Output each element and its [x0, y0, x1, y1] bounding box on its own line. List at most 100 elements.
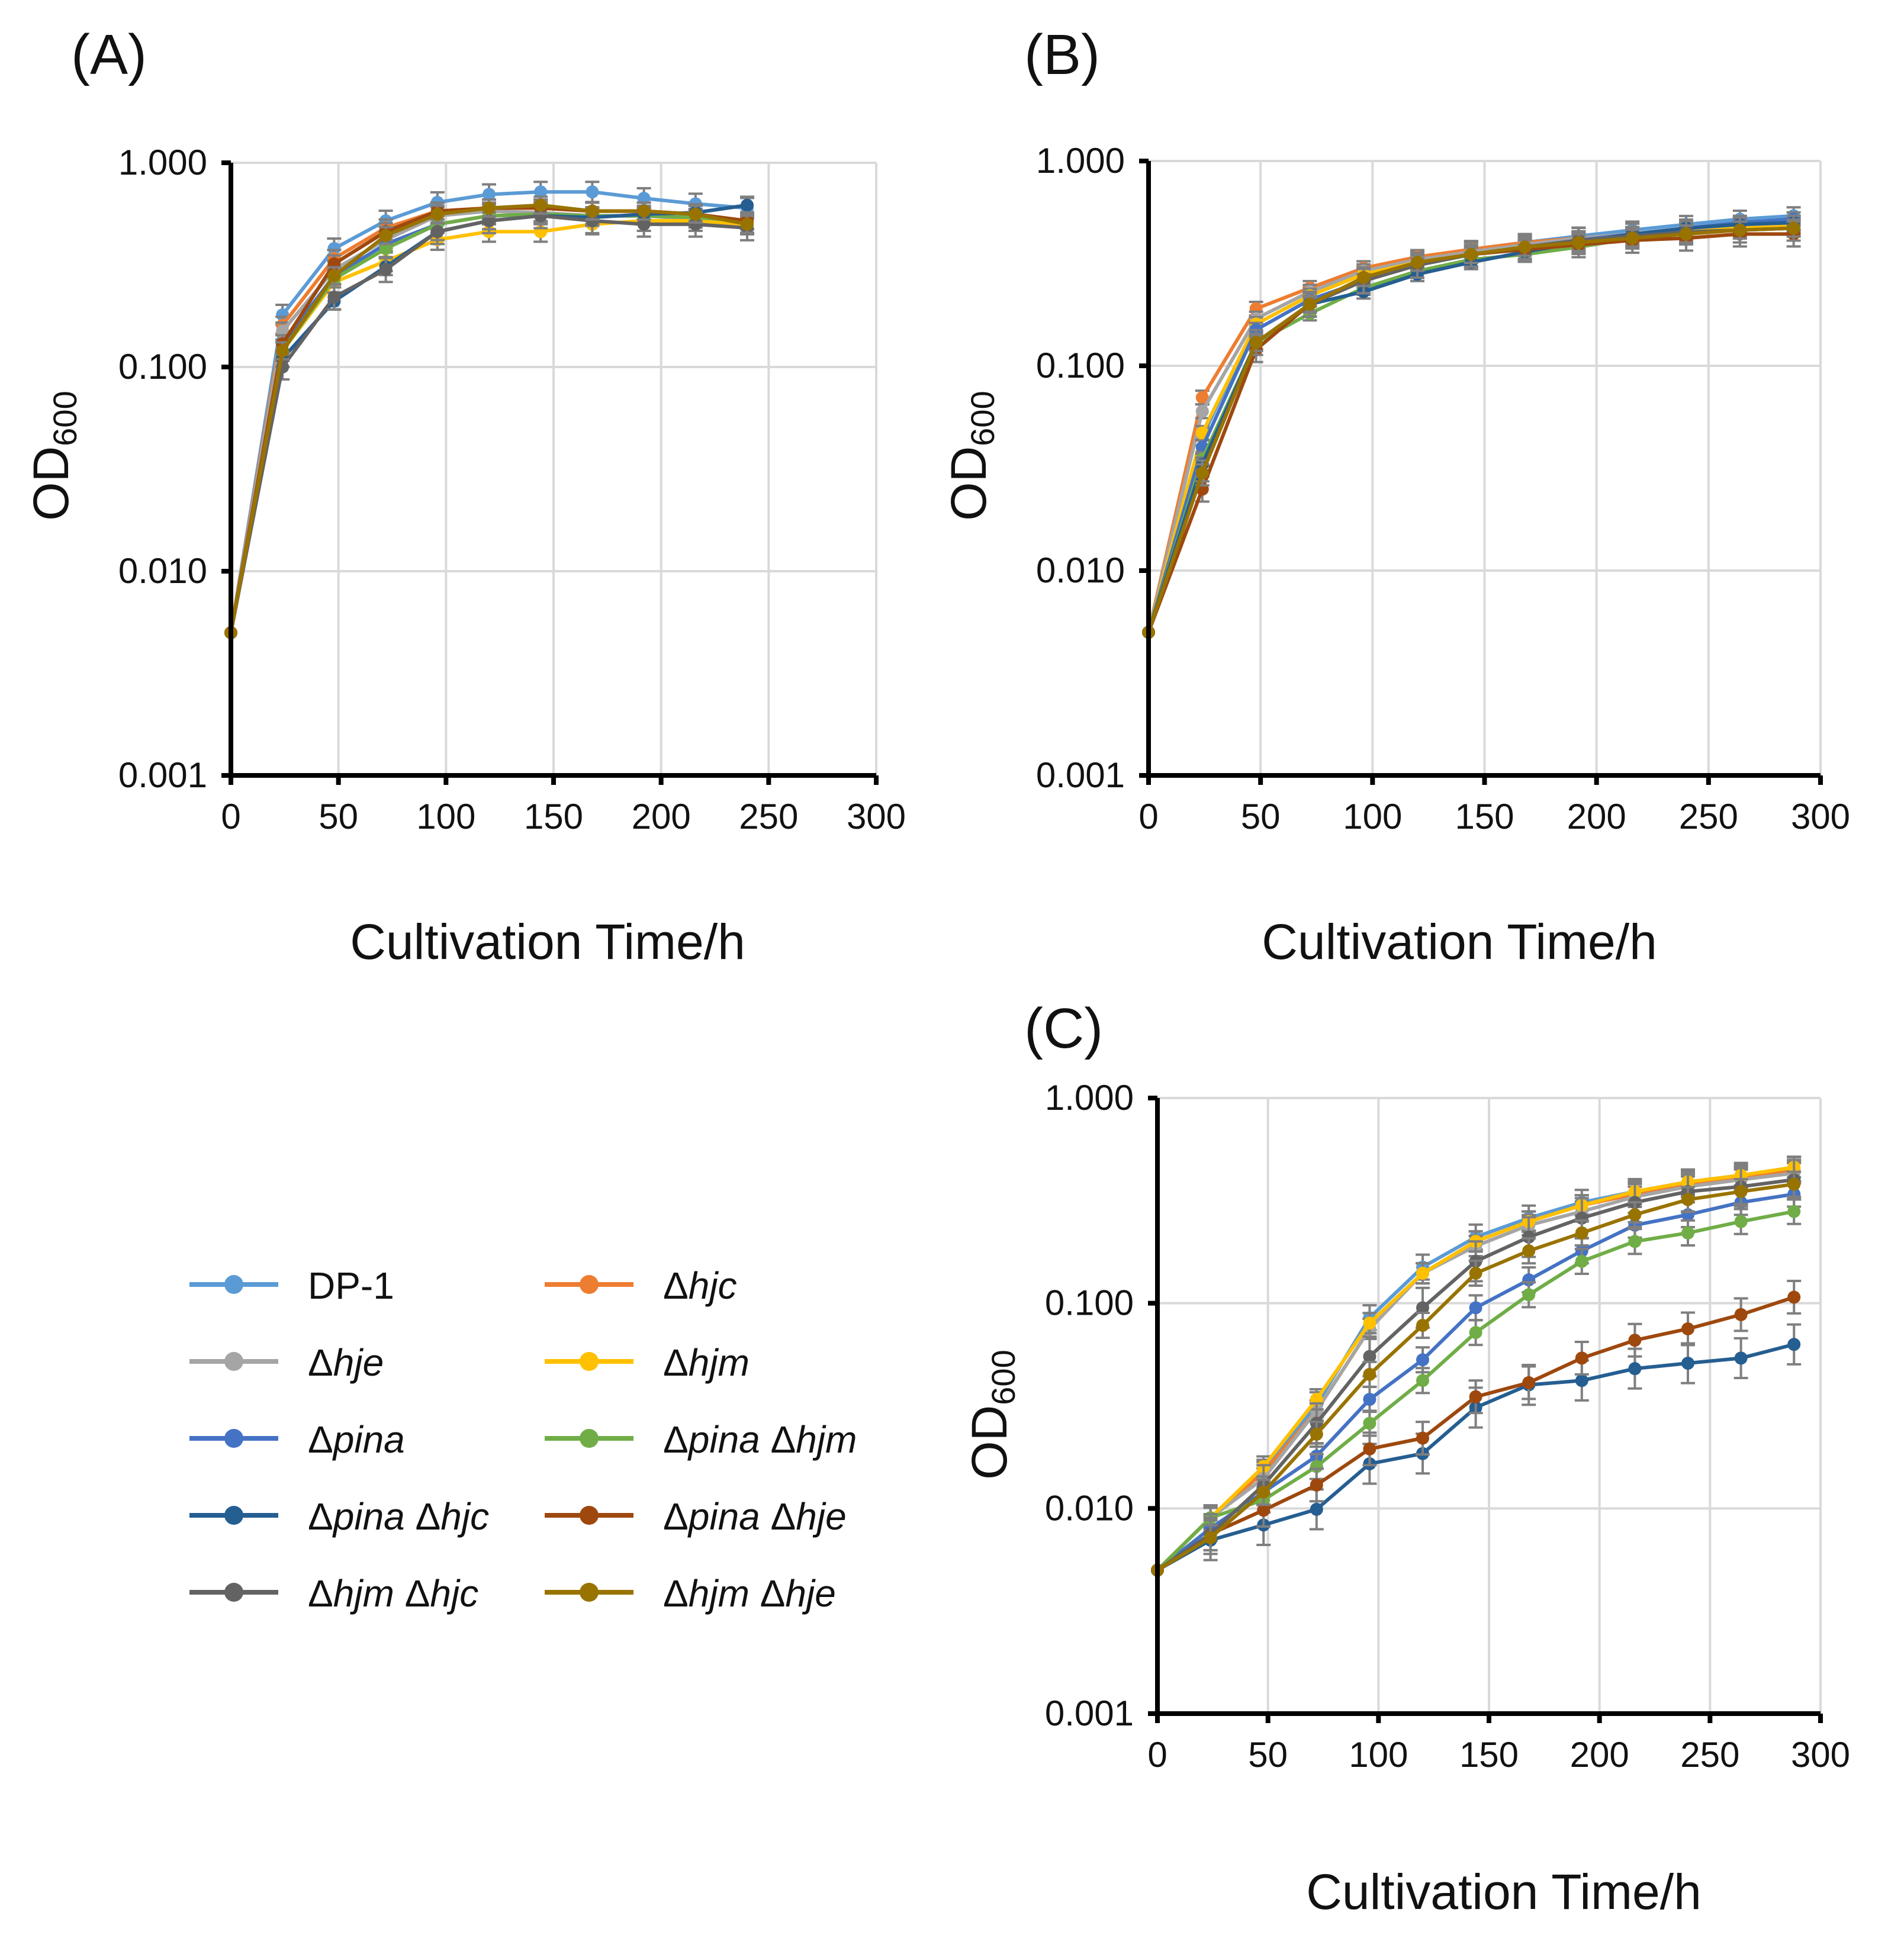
series-a-hjm_hjc	[224, 202, 754, 639]
grid-a	[231, 162, 877, 775]
legend-marker-hjm_hjc	[224, 1583, 243, 1602]
y-axis-sub-b: 600	[964, 391, 1001, 446]
legend-item-pina_hje: Δpina Δhje	[545, 1495, 847, 1538]
series-c-hjm_hje	[1151, 1170, 1802, 1577]
data-point-a-dp1-2	[327, 242, 341, 255]
legend-item-hjc: Δhjc	[545, 1264, 737, 1307]
data-point-b-hjc-1	[1195, 391, 1209, 404]
series-c-hjm_hjc	[1151, 1158, 1802, 1577]
data-point-a-hjm_hjc-9	[689, 217, 702, 231]
data-point-a-hjm_hjc-2	[327, 290, 341, 304]
data-point-c-pina_hjc-9	[1628, 1362, 1642, 1376]
y-axis-sub-c: 600	[985, 1350, 1022, 1405]
legend-item-pina: Δpina	[189, 1418, 405, 1461]
y-tick-label-a-2: 0.100	[118, 347, 207, 387]
axes-a	[221, 160, 879, 785]
data-point-c-hjm_hje-5	[1416, 1319, 1429, 1332]
y-tick-label-c-3: 1.000	[1045, 1078, 1134, 1118]
data-point-c-pina_hje-7	[1522, 1376, 1536, 1389]
data-point-c-pina_hjm-9	[1628, 1235, 1642, 1248]
x-tick-label-b-0: 0	[1138, 797, 1158, 836]
data-point-c-pina-6	[1469, 1301, 1482, 1315]
series-b-pina_hjc	[1142, 214, 1801, 639]
data-point-c-pina_hje-8	[1575, 1351, 1588, 1365]
series-a-pina_hjc	[224, 195, 754, 639]
series-a-hjm_hje	[224, 195, 754, 639]
series-b-hje	[1142, 216, 1801, 639]
y-tick-label-a-3: 1.000	[118, 143, 207, 182]
series-c-pina_hjc	[1151, 1323, 1802, 1577]
data-point-c-pina_hjm-7	[1522, 1288, 1536, 1302]
series-c	[1151, 1155, 1802, 1577]
series-line-a-pina_hje	[229, 206, 748, 633]
data-point-a-dp1-6	[534, 185, 548, 199]
data-point-c-pina_hjm-4	[1363, 1416, 1376, 1430]
y-tick-label-c-2: 0.100	[1045, 1283, 1134, 1323]
legend-marker-pina_hje	[580, 1506, 599, 1525]
data-point-c-pina_hje-2	[1257, 1503, 1271, 1517]
grid-b	[1149, 160, 1822, 775]
series-b-hjm_hje	[1142, 218, 1801, 639]
x-tick-label-c-5: 250	[1680, 1735, 1739, 1775]
x-tick-label-b-6: 300	[1791, 797, 1850, 836]
x-tick-label-b-2: 100	[1343, 797, 1402, 836]
grid-c	[1157, 1097, 1822, 1714]
y-tick-label-b-3: 1.000	[1036, 141, 1125, 181]
data-point-c-hjm_hje-9	[1628, 1208, 1642, 1222]
data-point-c-pina_hje-9	[1628, 1334, 1642, 1347]
y-tick-label-c-0: 0.001	[1045, 1693, 1134, 1733]
x-tick-label-a-4: 200	[632, 797, 691, 836]
legend-marker-pina	[224, 1429, 243, 1448]
series-line-a-dp1	[229, 190, 748, 633]
data-point-c-pina_hjc-12	[1787, 1338, 1801, 1351]
y-axis-title-c: OD600	[961, 1350, 1022, 1479]
chart-panel-c: (C) 0 50 100 150 200 250 300 0.001 0.010 0.100 1.0…	[961, 997, 1850, 1920]
data-point-b-hjm_hje-6	[1464, 247, 1478, 261]
data-point-c-pina_hje-12	[1787, 1290, 1801, 1304]
chart-panel-a: (A) 0 50 100 150 200 250 300 0.001 0.010 0.100 1.0…	[23, 23, 906, 970]
legend-label-pina_hje: Δpina Δhje	[663, 1495, 847, 1538]
x-tick-label-c-3: 150	[1459, 1735, 1519, 1775]
legend-item-dp1: DP-1	[189, 1264, 394, 1307]
data-point-b-hjm_hje-11	[1733, 223, 1747, 237]
data-point-c-pina_hje-5	[1416, 1431, 1429, 1445]
legend-item-hjm_hje: Δhjm Δhje	[545, 1572, 836, 1615]
chart-panel-b: (B) 0 50 100 150 200 250 300 0.001 0.010 0.100 1.0…	[941, 23, 1850, 970]
y-tick-label-b-0: 0.001	[1036, 755, 1125, 795]
data-point-c-pina_hjm-10	[1681, 1226, 1694, 1239]
x-axis-title-b: Cultivation Time/h	[1262, 914, 1657, 970]
series-c-dp1	[1151, 1155, 1802, 1577]
y-axis-title-a: OD600	[23, 391, 83, 520]
series-b-dp1	[1142, 206, 1801, 639]
data-point-c-pina_hje-10	[1681, 1322, 1694, 1335]
legend-item-hjm: Δhjm	[545, 1341, 750, 1384]
panel-label-c: (C)	[1024, 997, 1103, 1060]
data-point-c-hjm_hje-4	[1363, 1367, 1376, 1381]
legend-label-hjc: Δhjc	[663, 1264, 737, 1307]
legend-marker-pina_hjm	[580, 1429, 599, 1448]
data-point-b-hjm_hje-12	[1787, 221, 1800, 235]
data-point-a-hjm_hje-4	[430, 207, 444, 221]
data-point-c-hjm_hje-3	[1310, 1427, 1323, 1441]
series-line-c-pina_hjc	[1156, 1342, 1794, 1572]
data-point-c-pina_hje-3	[1310, 1478, 1323, 1492]
x-tick-label-b-5: 250	[1679, 797, 1738, 836]
ticks-a: 0 50 100 150 200 250 300 0.001 0.010 0.100 1.000	[118, 143, 906, 836]
legend-item-pina_hjm: Δpina Δhjm	[545, 1418, 857, 1461]
axes-c	[1148, 1096, 1823, 1723]
panel-label-b: (B)	[1024, 23, 1100, 86]
data-point-b-hjm_hje-2	[1249, 336, 1263, 349]
data-point-a-dp1-7	[586, 185, 599, 199]
x-tick-label-a-0: 0	[221, 797, 240, 836]
x-tick-label-a-3: 150	[524, 797, 583, 836]
data-point-a-dp1-1	[276, 308, 290, 321]
legend-marker-hje	[224, 1352, 243, 1371]
x-axis-title-a: Cultivation Time/h	[350, 914, 745, 970]
x-tick-label-c-0: 0	[1147, 1735, 1167, 1775]
data-point-c-pina_hjc-11	[1734, 1351, 1748, 1365]
data-point-c-pina_hjc-8	[1575, 1374, 1588, 1387]
data-point-c-pina_hjc-3	[1310, 1502, 1323, 1516]
series-b-hjm_hjc	[1142, 214, 1801, 639]
y-tick-label-a-0: 0.001	[118, 755, 207, 795]
